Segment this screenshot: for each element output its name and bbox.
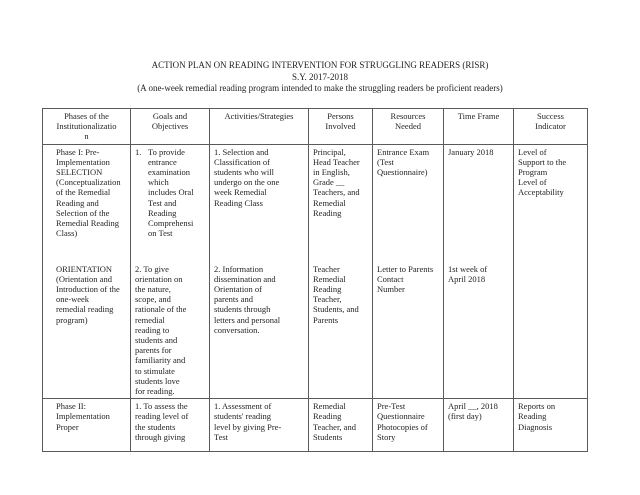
cell-phase2-success: Reports on Reading Diagnosis (513, 398, 588, 453)
header-timeframe: Time Frame (443, 108, 514, 145)
row-phase1: Phase I: Pre- Implementation SELECTION (… (42, 143, 588, 262)
cell-phase2-timeframe: April __, 2018 (first day) (443, 398, 514, 453)
cell-phase1-persons: Principal, Head Teacher in English, Grad… (308, 143, 373, 262)
header-phases: Phases of the Institutionalizatio n (42, 108, 131, 145)
header-activities: Activities/Strategies (209, 108, 309, 145)
cell-orientation-success (513, 261, 588, 400)
cell-phase1-success: Level of Support to the Program Level of… (513, 143, 588, 262)
document-title: ACTION PLAN ON READING INTERVENTION FOR … (0, 60, 640, 95)
cell-phase1-phases: Phase I: Pre- Implementation SELECTION (… (42, 143, 131, 262)
cell-phase1-goals: 1. To provide entrance examination which … (130, 143, 210, 262)
cell-phase2-phases: Phase II: Implementation Proper (42, 398, 131, 453)
cell-phase1-resources: Entrance Exam (Test Questionnaire) (372, 143, 444, 262)
row-phase2: Phase II: Implementation Proper 1. To as… (42, 398, 588, 453)
cell-phase1-activities: 1. Selection and Classification of stude… (209, 143, 309, 262)
cell-orientation-activities: 2. Information dissemination and Orienta… (209, 261, 309, 400)
header-goals: Goals and Objectives (130, 108, 210, 145)
title-line-3: (A one-week remedial reading program int… (137, 83, 503, 93)
cell-orientation-persons: Teacher Remedial Reading Teacher, Studen… (308, 261, 373, 400)
row-orientation: ORIENTATION (Orientation and Introductio… (42, 261, 588, 400)
title-line-2: S.Y. 2017-2018 (291, 71, 349, 82)
cell-orientation-phases: ORIENTATION (Orientation and Introductio… (42, 261, 131, 400)
list-marker: 1. (135, 146, 142, 157)
cell-phase2-activities: 1. Assessment of students' reading level… (209, 398, 309, 453)
header-success: Success Indicator (513, 108, 588, 145)
header-persons: Persons Involved (308, 108, 373, 145)
cell-orientation-resources: Letter to Parents Contact Number (372, 261, 444, 400)
header-row: Phases of the Institutionalizatio n Goal… (42, 108, 588, 145)
title-line-1: ACTION PLAN ON READING INTERVENTION FOR … (151, 60, 489, 70)
cell-phase2-resources: Pre-Test Questionnaire Photocopies of St… (372, 398, 444, 453)
cell-phase2-goals: 1. To assess the reading level of the st… (130, 398, 210, 453)
action-plan-table: Phases of the Institutionalizatio n Goal… (42, 108, 588, 453)
cell-orientation-goals: 2. To give orientation on the nature, sc… (130, 261, 210, 400)
cell-phase1-timeframe: January 2018 (443, 143, 514, 262)
header-resources: Resources Needed (372, 108, 444, 145)
cell-phase2-persons: Remedial Reading Teacher, and Students (308, 398, 373, 453)
cell-orientation-timeframe: 1st week of April 2018 (443, 261, 514, 400)
